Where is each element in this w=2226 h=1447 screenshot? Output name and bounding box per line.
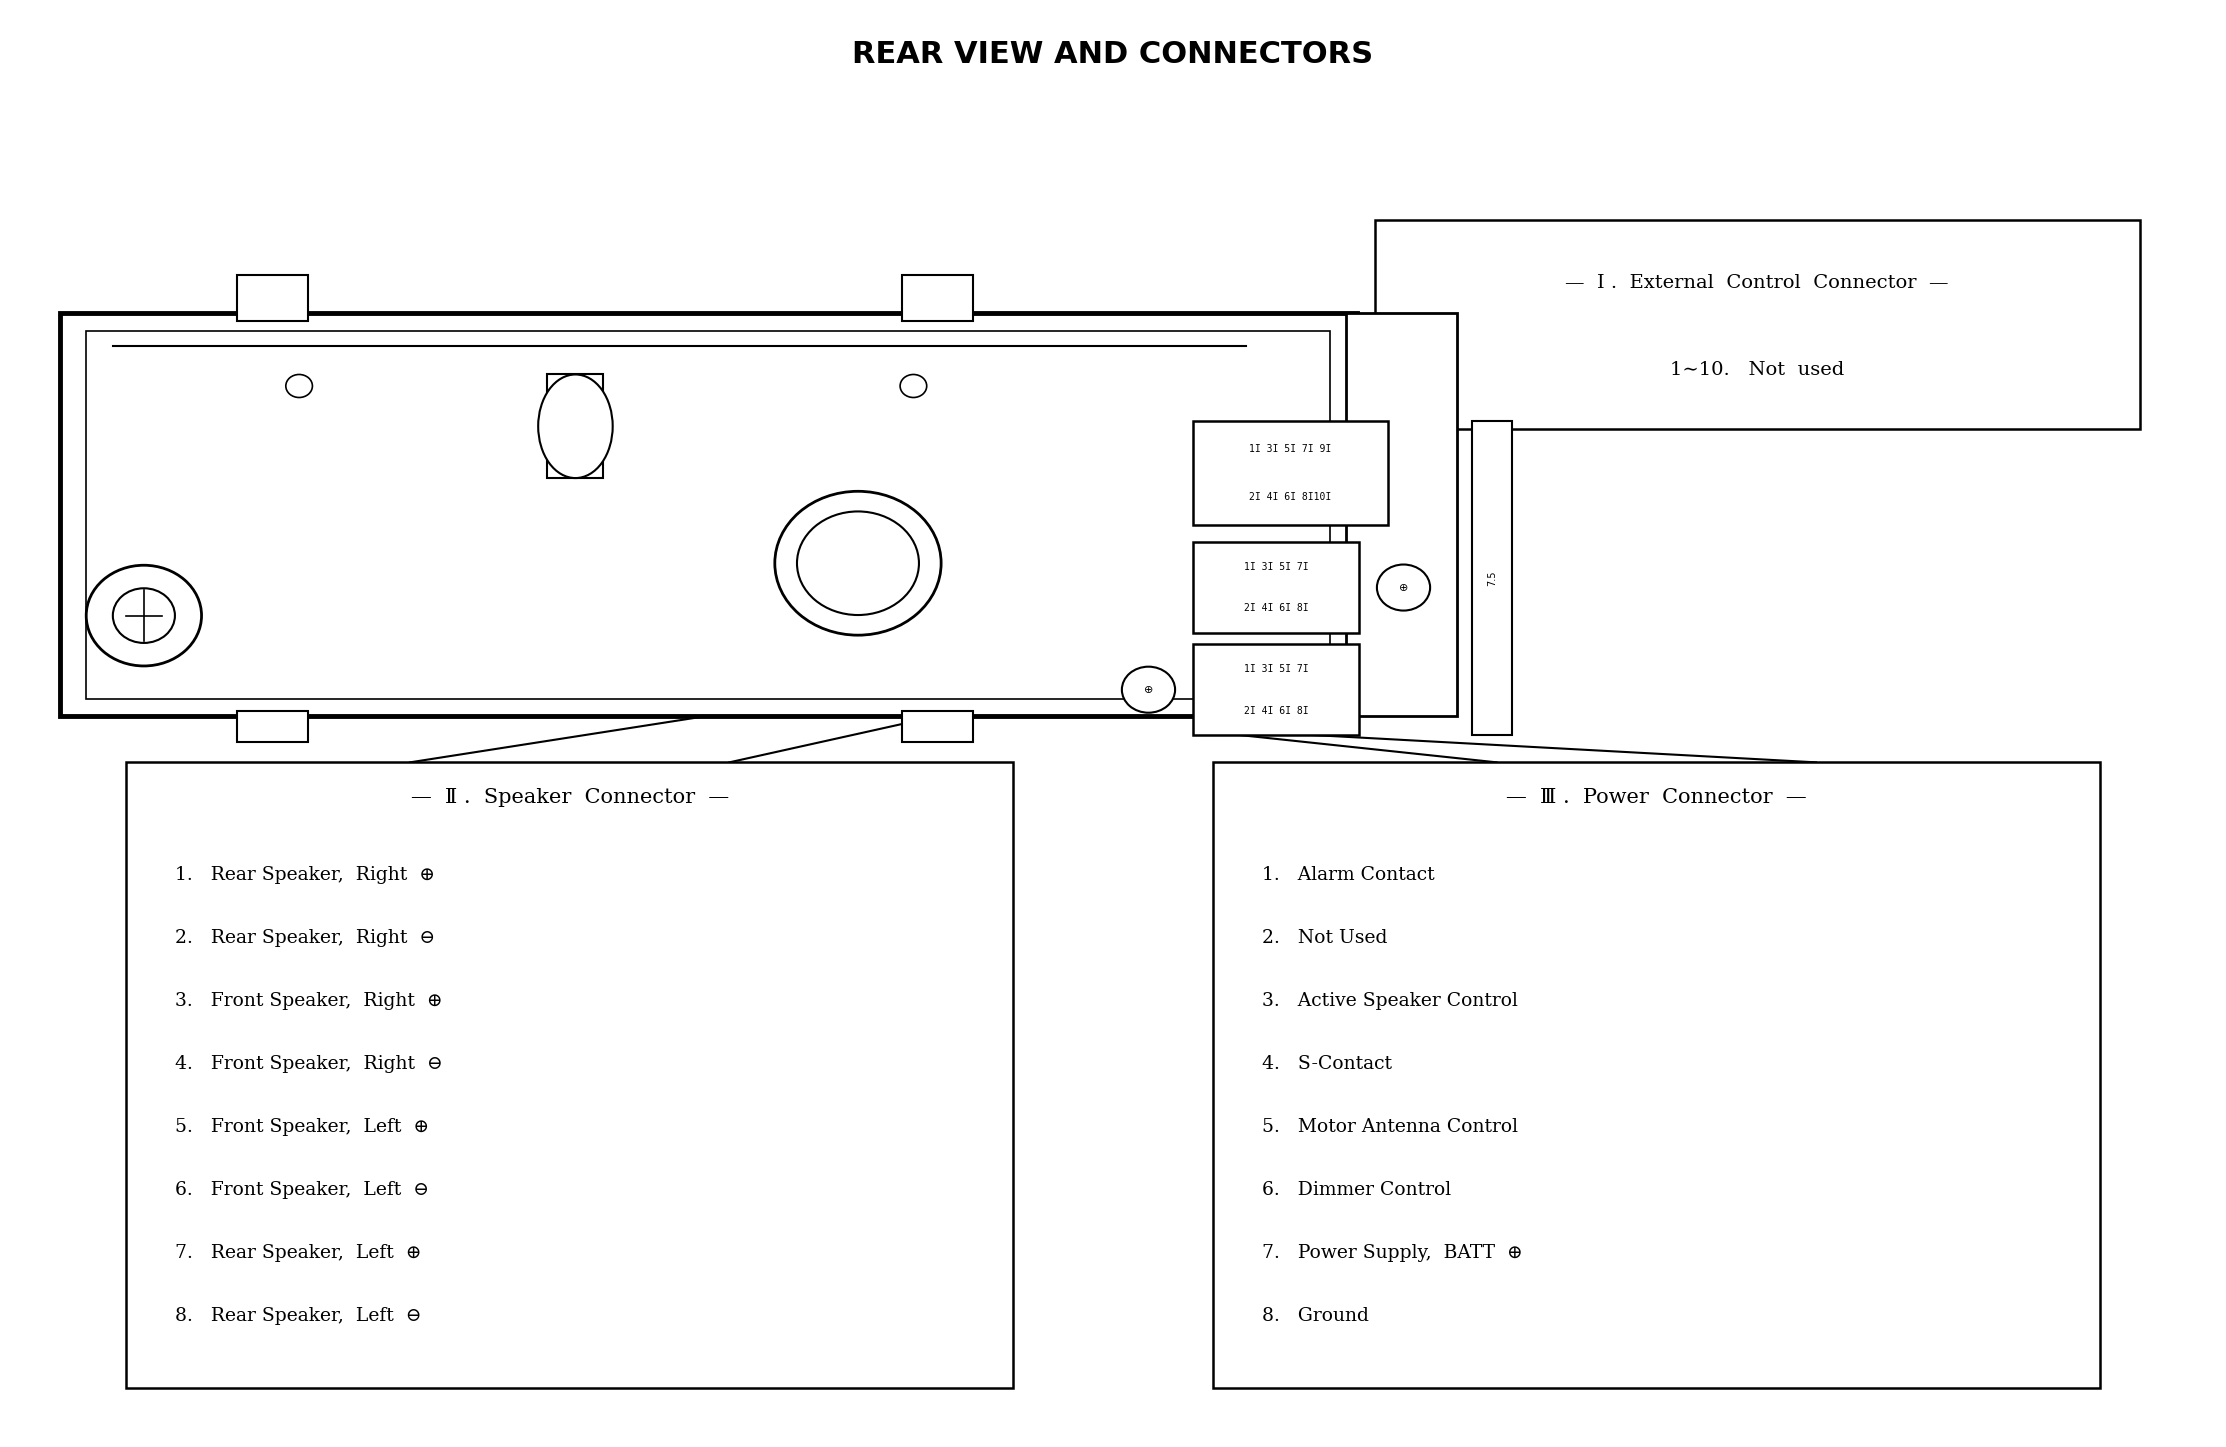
Text: 2I 4I 6I 8I: 2I 4I 6I 8I [1244, 706, 1309, 715]
Text: 8.   Ground: 8. Ground [1262, 1307, 1369, 1324]
Text: ⊕: ⊕ [1398, 583, 1409, 592]
Text: REAR VIEW AND CONNECTORS: REAR VIEW AND CONNECTORS [853, 41, 1373, 69]
Text: 7.   Power Supply,  BATT  ⊕: 7. Power Supply, BATT ⊕ [1262, 1243, 1523, 1262]
Text: 4.   S-Contact: 4. S-Contact [1262, 1055, 1391, 1072]
Text: 2I 4I 6I 8I10I: 2I 4I 6I 8I10I [1249, 492, 1331, 502]
Text: 8.   Rear Speaker,  Left  ⊖: 8. Rear Speaker, Left ⊖ [176, 1307, 421, 1324]
Ellipse shape [797, 511, 919, 615]
Bar [902, 710, 973, 742]
Text: 1∼10.   Not  used: 1∼10. Not used [1670, 362, 1845, 379]
Text: 6.   Dimmer Control: 6. Dimmer Control [1262, 1181, 1451, 1198]
Text: 1I 3I 5I 7I: 1I 3I 5I 7I [1244, 561, 1309, 572]
Text: 3.   Active Speaker Control: 3. Active Speaker Control [1262, 991, 1518, 1010]
Text: 5.   Motor Antenna Control: 5. Motor Antenna Control [1262, 1117, 1518, 1136]
Text: 6.   Front Speaker,  Left  ⊖: 6. Front Speaker, Left ⊖ [176, 1181, 430, 1198]
Text: 3.   Front Speaker,  Right  ⊕: 3. Front Speaker, Right ⊕ [176, 991, 443, 1010]
Bar [236, 710, 307, 742]
Ellipse shape [899, 375, 926, 398]
Text: 2.   Not Used: 2. Not Used [1262, 929, 1387, 946]
Bar [548, 375, 603, 478]
Bar [902, 275, 973, 321]
Ellipse shape [87, 566, 203, 666]
Text: ⊕: ⊕ [1144, 684, 1153, 695]
Ellipse shape [1378, 564, 1429, 611]
Ellipse shape [539, 375, 612, 478]
Text: 1.   Alarm Contact: 1. Alarm Contact [1262, 865, 1434, 884]
Ellipse shape [114, 589, 176, 642]
Bar [60, 314, 1358, 716]
Ellipse shape [775, 492, 942, 635]
Bar [127, 763, 1013, 1388]
Ellipse shape [1122, 667, 1175, 713]
Text: 2I 4I 6I 8I: 2I 4I 6I 8I [1244, 603, 1309, 614]
Bar [1471, 421, 1511, 735]
Text: 1I 3I 5I 7I 9I: 1I 3I 5I 7I 9I [1249, 444, 1331, 454]
Bar [1213, 763, 2099, 1388]
Text: 1I 3I 5I 7I: 1I 3I 5I 7I [1244, 664, 1309, 674]
Text: 4.   Front Speaker,  Right  ⊖: 4. Front Speaker, Right ⊖ [176, 1055, 443, 1072]
Bar [236, 275, 307, 321]
Text: —  Ⅱ .  Speaker  Connector  —: — Ⅱ . Speaker Connector — [410, 789, 728, 807]
Bar [1193, 421, 1389, 525]
Bar [1376, 220, 2139, 428]
Text: 1.   Rear Speaker,  Right  ⊕: 1. Rear Speaker, Right ⊕ [176, 865, 434, 884]
Bar [1193, 543, 1360, 632]
Bar [87, 331, 1331, 699]
Text: 7.5: 7.5 [1487, 570, 1498, 586]
Text: 7.   Rear Speaker,  Left  ⊕: 7. Rear Speaker, Left ⊕ [176, 1243, 421, 1262]
Text: —  I .  External  Control  Connector  —: — I . External Control Connector — [1565, 273, 1950, 291]
Ellipse shape [285, 375, 312, 398]
Text: 5.   Front Speaker,  Left  ⊕: 5. Front Speaker, Left ⊕ [176, 1117, 430, 1136]
Text: —  Ⅲ .  Power  Connector  —: — Ⅲ . Power Connector — [1507, 789, 1808, 807]
Bar [1347, 314, 1456, 716]
Text: 2.   Rear Speaker,  Right  ⊖: 2. Rear Speaker, Right ⊖ [176, 929, 434, 946]
Bar [1193, 644, 1360, 735]
